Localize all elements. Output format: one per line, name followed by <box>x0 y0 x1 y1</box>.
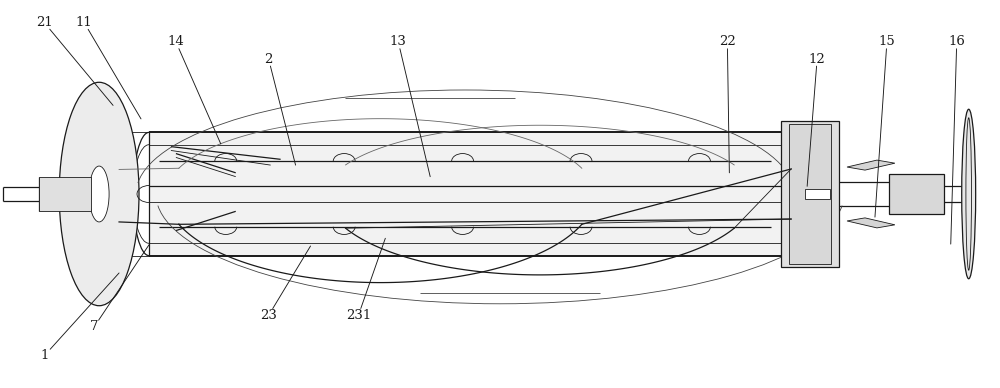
Text: 1: 1 <box>40 349 48 362</box>
Bar <box>805 189 830 199</box>
Polygon shape <box>847 218 895 228</box>
Text: 14: 14 <box>168 35 184 48</box>
Text: 12: 12 <box>809 53 825 66</box>
Text: 231: 231 <box>346 309 371 322</box>
Bar <box>789 124 831 264</box>
Ellipse shape <box>962 109 976 279</box>
Bar <box>39 177 91 211</box>
Text: 22: 22 <box>719 35 736 48</box>
Text: 23: 23 <box>260 309 277 322</box>
Text: 2: 2 <box>264 53 273 66</box>
Text: 7: 7 <box>90 320 98 333</box>
Ellipse shape <box>59 82 139 306</box>
Text: 21: 21 <box>36 16 53 29</box>
Text: 16: 16 <box>948 35 965 48</box>
Ellipse shape <box>89 166 109 222</box>
Polygon shape <box>847 160 895 170</box>
Text: 11: 11 <box>76 16 93 29</box>
Bar <box>781 121 839 267</box>
Bar <box>149 132 781 256</box>
Text: 13: 13 <box>390 35 407 48</box>
Bar <box>889 174 944 214</box>
Text: 15: 15 <box>879 35 895 48</box>
